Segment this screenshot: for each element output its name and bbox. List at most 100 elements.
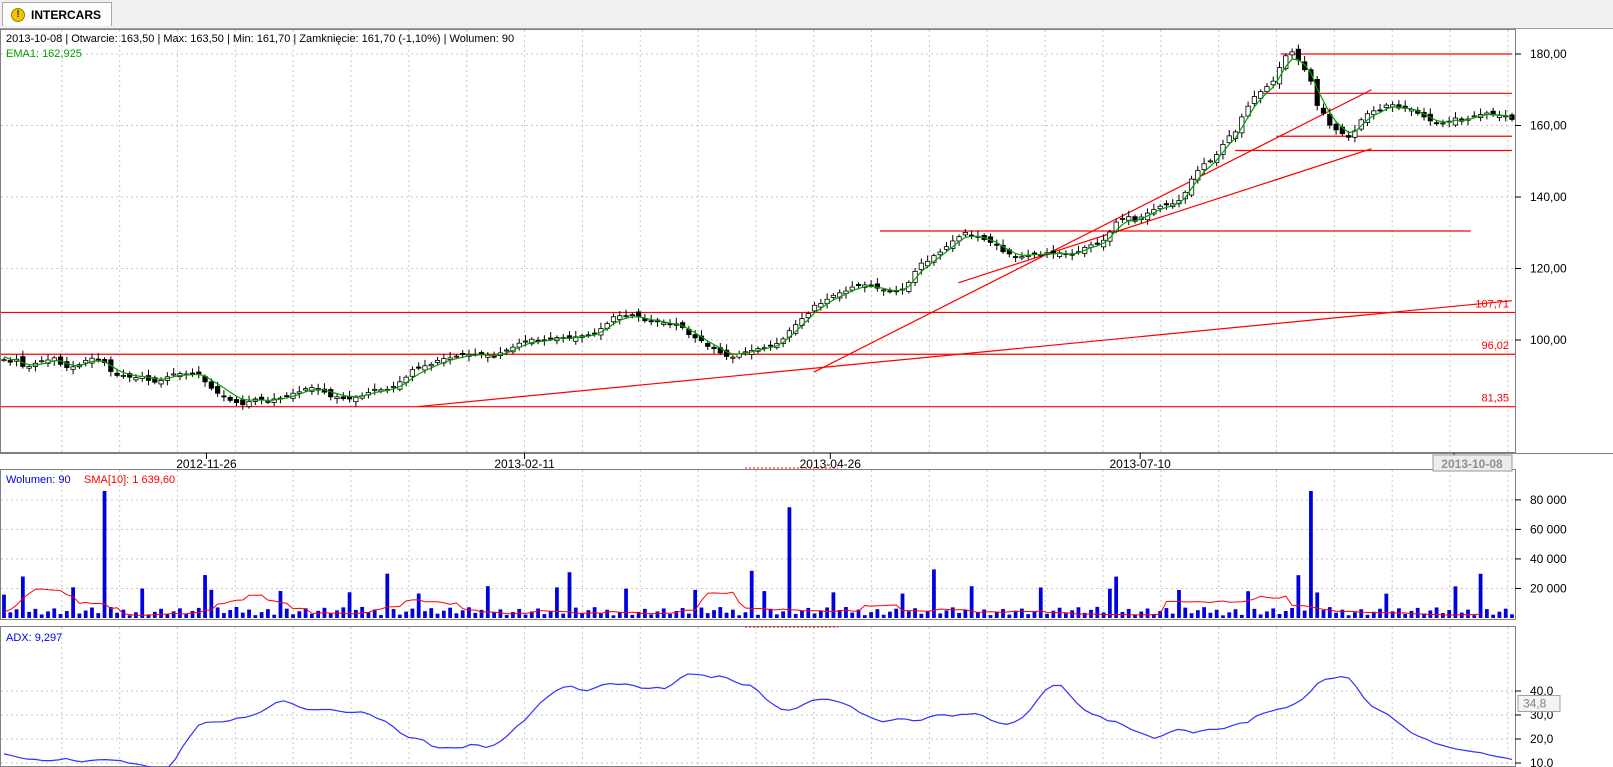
candle-body bbox=[428, 363, 434, 367]
volume-bar bbox=[982, 609, 987, 618]
candle-body bbox=[340, 396, 346, 400]
price-info-line: 2013-10-08 | Otwarcie: 163,50 | Max: 163… bbox=[6, 33, 515, 45]
volume-bar bbox=[737, 615, 742, 618]
volume-bar bbox=[328, 613, 333, 618]
volume-bar bbox=[636, 611, 641, 618]
candle-body bbox=[661, 322, 667, 325]
volume-bar bbox=[297, 611, 302, 618]
candle-body bbox=[158, 379, 164, 385]
candle-body bbox=[1283, 55, 1289, 69]
candle-body bbox=[372, 388, 378, 391]
volume-bar bbox=[950, 607, 955, 618]
volume-bar bbox=[1214, 609, 1219, 618]
volume-bar bbox=[1013, 611, 1018, 618]
volume-bar bbox=[1101, 612, 1106, 618]
candle-body bbox=[994, 243, 1000, 246]
volume-bar bbox=[240, 612, 245, 618]
candle-body bbox=[711, 346, 717, 349]
volume-bar bbox=[806, 607, 811, 618]
price-y-tick-label: 180,00 bbox=[1530, 47, 1567, 61]
volume-bar bbox=[1095, 606, 1100, 618]
candle-body bbox=[881, 289, 887, 292]
volume-bar bbox=[266, 609, 270, 618]
candle-body bbox=[648, 320, 654, 323]
volume-bar bbox=[1258, 614, 1263, 618]
volume-bar bbox=[580, 613, 584, 618]
candle-body bbox=[1308, 69, 1314, 82]
price-y-tick-label: 120,00 bbox=[1530, 262, 1567, 276]
volume-bar bbox=[919, 613, 924, 618]
adx-y-tick-label: 10,0 bbox=[1530, 756, 1554, 767]
support-level-label: 107,71 bbox=[1475, 298, 1509, 310]
volume-bar bbox=[1484, 609, 1489, 618]
candle-body bbox=[1371, 110, 1377, 115]
volume-bar bbox=[146, 614, 151, 618]
candle-body bbox=[334, 396, 340, 400]
volume-bar bbox=[52, 608, 57, 618]
candle-body bbox=[246, 401, 252, 407]
volume-bar bbox=[655, 611, 660, 618]
volume-bar bbox=[1221, 615, 1225, 618]
candle-body bbox=[1346, 135, 1352, 138]
volume-bar bbox=[498, 609, 503, 618]
candle-body bbox=[504, 349, 510, 352]
candle-body bbox=[422, 365, 428, 371]
volume-bar bbox=[460, 610, 465, 618]
volume-bar bbox=[1378, 608, 1382, 618]
volume-bar bbox=[1001, 609, 1005, 618]
candle-body bbox=[215, 386, 221, 394]
volume-bar bbox=[253, 615, 258, 618]
volume-bar bbox=[825, 607, 830, 618]
volume-bar bbox=[976, 612, 980, 618]
volume-bar bbox=[278, 591, 283, 618]
volume-bar bbox=[1076, 607, 1081, 618]
tab-label: INTERCARS bbox=[31, 7, 102, 22]
candle-body bbox=[491, 355, 497, 358]
tab-intercars[interactable]: ! INTERCARS bbox=[2, 2, 113, 26]
volume-bar bbox=[850, 612, 855, 618]
volume-bar bbox=[900, 593, 905, 618]
candle-body bbox=[1440, 122, 1446, 125]
volume-bar bbox=[284, 608, 289, 618]
volume-bar bbox=[1309, 491, 1313, 618]
candle-body bbox=[705, 342, 711, 347]
volume-bar bbox=[1422, 613, 1426, 618]
volume-bar bbox=[1051, 610, 1056, 618]
volume-bar bbox=[473, 612, 478, 618]
volume-bar bbox=[46, 611, 50, 618]
volume-bar bbox=[291, 614, 295, 618]
volume-bar bbox=[812, 613, 817, 618]
volume-bar bbox=[247, 609, 251, 618]
chart-area[interactable]: 180,00 160,00 140,00 120,00 100,00 107,71 96,0… bbox=[0, 29, 1613, 767]
volume-bar bbox=[1227, 612, 1232, 618]
volume-bar bbox=[994, 612, 999, 618]
volume-bar bbox=[862, 615, 867, 618]
candle-body bbox=[1094, 242, 1100, 245]
volume-bar bbox=[932, 569, 936, 618]
volume-bar bbox=[1252, 608, 1257, 618]
volume-bar bbox=[1233, 609, 1238, 618]
volume-bar bbox=[1133, 614, 1137, 618]
candle-body bbox=[83, 359, 89, 364]
candle-body bbox=[240, 399, 246, 406]
volume-bar bbox=[441, 610, 446, 618]
volume-bar bbox=[448, 607, 453, 618]
volume-bar bbox=[1327, 607, 1332, 618]
candle-body bbox=[1013, 256, 1019, 258]
volume-bar bbox=[1283, 611, 1288, 618]
volume-bar bbox=[1434, 607, 1439, 618]
candle-body bbox=[1226, 135, 1232, 144]
volume-bar bbox=[14, 609, 19, 618]
candle-body bbox=[1019, 256, 1025, 259]
candle-body bbox=[39, 360, 45, 363]
volume-bar bbox=[1453, 586, 1458, 618]
volume-bar bbox=[140, 588, 145, 618]
volume-bar bbox=[988, 615, 993, 618]
volume-bar bbox=[1277, 614, 1282, 618]
volume-bar bbox=[379, 615, 383, 618]
volume-bar bbox=[1026, 614, 1031, 618]
volume-bar bbox=[1045, 613, 1049, 618]
candle-body bbox=[409, 369, 416, 377]
volume-bar bbox=[108, 607, 113, 618]
volume-bar bbox=[228, 610, 233, 618]
